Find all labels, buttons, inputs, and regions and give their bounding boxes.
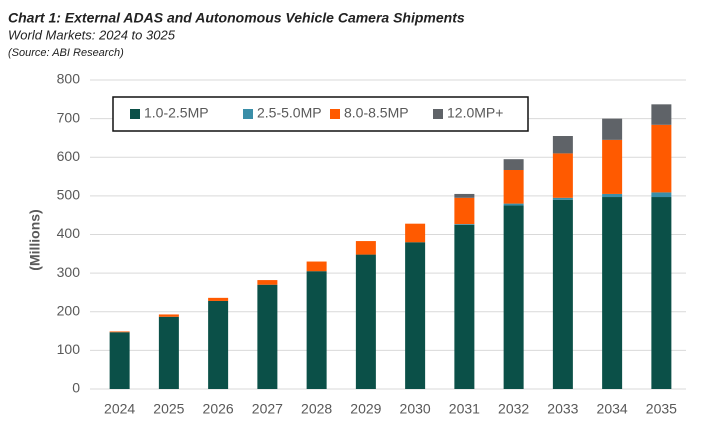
bar-segment bbox=[109, 332, 130, 389]
y-tick-label: 100 bbox=[57, 341, 81, 357]
bar-segment bbox=[208, 300, 229, 389]
y-tick-label: 300 bbox=[57, 264, 81, 280]
bars: 2024 2025 2026 2027 2028 2029 2030 2031 2032 2033… bbox=[104, 104, 677, 417]
bar-segment bbox=[552, 197, 573, 200]
y-tick-label: 600 bbox=[57, 148, 81, 164]
bar-segment bbox=[503, 205, 524, 389]
x-tick-label: 2033 bbox=[547, 401, 578, 417]
x-tick-label: 2028 bbox=[301, 401, 332, 417]
y-tick-label: 500 bbox=[57, 187, 81, 203]
bar-segment bbox=[306, 261, 327, 272]
legend-label: 2.5-5.0MP bbox=[257, 105, 322, 121]
grid: 0 100 200 300 400 500 600 700 800 bbox=[57, 71, 686, 396]
bar-segment bbox=[602, 139, 623, 194]
y-tick-label: 700 bbox=[57, 109, 81, 125]
bar-segment bbox=[552, 199, 573, 389]
x-tick-label: 2032 bbox=[498, 401, 529, 417]
y-tick-label: 400 bbox=[57, 225, 81, 241]
bar-segment bbox=[454, 197, 475, 225]
legend-label: 12.0MP+ bbox=[447, 105, 503, 121]
bar-segment bbox=[454, 193, 475, 198]
x-tick-label: 2031 bbox=[449, 401, 480, 417]
bar-segment bbox=[552, 136, 573, 154]
bar-segment bbox=[405, 242, 426, 389]
legend-swatch bbox=[433, 109, 443, 119]
bar-segment bbox=[257, 280, 278, 285]
bar-segment bbox=[651, 124, 672, 193]
x-tick-label: 2029 bbox=[350, 401, 381, 417]
y-axis-label: (Millions) bbox=[27, 209, 43, 270]
bar-segment bbox=[503, 203, 524, 206]
bar-segment bbox=[109, 331, 130, 333]
bar-segment bbox=[355, 254, 376, 389]
chart-title: Chart 1: External ADAS and Autonomous Ve… bbox=[8, 10, 465, 26]
bar-segment bbox=[257, 284, 278, 389]
chart-source: (Source: ABI Research) bbox=[8, 47, 124, 59]
chart-subtitle: World Markets: 2024 to 3025 bbox=[8, 27, 176, 42]
y-tick-label: 800 bbox=[57, 71, 81, 87]
bar-segment bbox=[651, 104, 672, 125]
y-tick-label: 200 bbox=[57, 302, 81, 318]
y-tick-label: 0 bbox=[72, 380, 80, 396]
x-tick-label: 2025 bbox=[153, 401, 184, 417]
bar-segment bbox=[651, 192, 672, 198]
bar-segment bbox=[552, 153, 573, 198]
x-tick-label: 2030 bbox=[400, 401, 431, 417]
bar-segment bbox=[158, 314, 179, 317]
bar-segment bbox=[602, 118, 623, 140]
x-tick-label: 2024 bbox=[104, 401, 135, 417]
legend-swatch bbox=[330, 109, 340, 119]
legend-label: 1.0-2.5MP bbox=[144, 105, 209, 121]
bar-segment bbox=[405, 223, 426, 243]
bar-segment bbox=[503, 159, 524, 170]
bar-segment bbox=[208, 297, 229, 301]
x-tick-label: 2026 bbox=[203, 401, 234, 417]
legend-swatch bbox=[130, 109, 140, 119]
bar-segment bbox=[602, 193, 623, 198]
x-tick-label: 2027 bbox=[252, 401, 283, 417]
bar-segment bbox=[503, 169, 524, 204]
legend-box bbox=[112, 96, 529, 132]
bar-segment bbox=[602, 197, 623, 389]
bar-segment bbox=[454, 224, 475, 225]
legend-swatch bbox=[243, 109, 253, 119]
bar-segment bbox=[355, 241, 376, 255]
legend: 1.0-2.5MP 2.5-5.0MP 8.0-8.5MP 12.0MP+ bbox=[130, 105, 503, 121]
legend-label: 8.0-8.5MP bbox=[344, 105, 409, 121]
x-tick-label: 2035 bbox=[646, 401, 677, 417]
bar-segment bbox=[158, 316, 179, 389]
bar-segment bbox=[454, 224, 475, 389]
bar-segment bbox=[306, 271, 327, 389]
bar-segment bbox=[651, 197, 672, 389]
x-tick-label: 2034 bbox=[597, 401, 628, 417]
